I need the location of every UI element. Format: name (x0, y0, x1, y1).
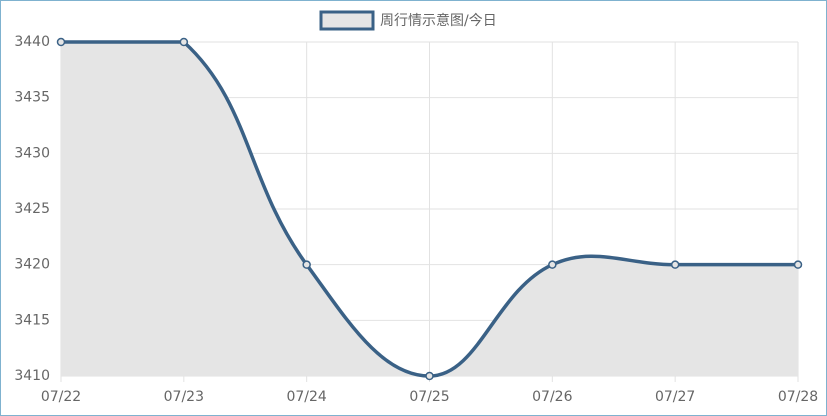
x-tick-label: 07/23 (164, 389, 204, 405)
area (61, 42, 798, 376)
point (548, 260, 557, 269)
legend-swatch (319, 10, 375, 31)
x-tick-label: 07/24 (286, 389, 326, 405)
y-tick-label: 3435 (14, 90, 50, 106)
legend-label: 周行情示意图/今日 (380, 12, 497, 29)
y-tick-label: 3440 (14, 34, 50, 50)
x-tick-label: 07/25 (409, 389, 449, 405)
point (179, 37, 189, 47)
point (425, 371, 434, 381)
x-tick-label: 07/27 (655, 389, 695, 405)
x-tick-label: 07/26 (532, 389, 572, 405)
point (302, 260, 311, 269)
point (56, 37, 66, 47)
x-tick-label: 07/28 (778, 389, 818, 405)
y-tick-label: 3425 (14, 201, 50, 217)
y-tick-label: 3410 (14, 368, 50, 384)
y-tick-label: 3420 (14, 257, 50, 273)
line (61, 40, 798, 378)
x-tick-label: 07/22 (41, 389, 81, 405)
point (793, 260, 803, 269)
y-tick-label: 3430 (14, 145, 50, 161)
y-tick-label: 3415 (14, 312, 50, 328)
point (670, 260, 680, 269)
